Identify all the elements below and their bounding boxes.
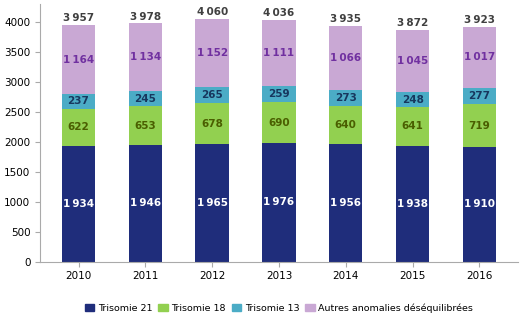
- Text: 1 066: 1 066: [330, 53, 361, 63]
- Bar: [128, 91, 162, 106]
- Text: 1 017: 1 017: [464, 52, 495, 62]
- Text: 1 934: 1 934: [63, 199, 94, 209]
- Text: 622: 622: [68, 122, 89, 132]
- Bar: [262, 86, 295, 102]
- Text: 265: 265: [201, 90, 223, 100]
- Bar: [128, 23, 162, 91]
- Text: 4 060: 4 060: [197, 7, 228, 17]
- Bar: [62, 94, 95, 108]
- Text: 1 111: 1 111: [264, 48, 294, 58]
- Text: 248: 248: [401, 95, 423, 105]
- Bar: [462, 147, 496, 262]
- Text: 719: 719: [469, 121, 490, 131]
- Bar: [128, 106, 162, 145]
- Bar: [262, 20, 295, 86]
- Text: 1 164: 1 164: [63, 55, 94, 64]
- Text: 4 036: 4 036: [264, 8, 294, 18]
- Bar: [329, 26, 362, 90]
- Bar: [262, 143, 295, 262]
- Bar: [462, 27, 496, 88]
- Text: 245: 245: [135, 94, 156, 104]
- Text: 1 946: 1 946: [130, 198, 161, 208]
- Bar: [396, 107, 429, 145]
- Text: 640: 640: [335, 120, 357, 130]
- Text: 1 965: 1 965: [197, 198, 228, 208]
- Text: 653: 653: [135, 121, 156, 130]
- Text: 678: 678: [201, 119, 223, 129]
- Text: 1 910: 1 910: [464, 199, 495, 209]
- Text: 1 152: 1 152: [197, 48, 228, 58]
- Bar: [62, 146, 95, 262]
- Bar: [462, 104, 496, 147]
- Bar: [128, 145, 162, 262]
- Bar: [195, 103, 229, 144]
- Text: 1 045: 1 045: [397, 56, 428, 66]
- Text: 641: 641: [401, 121, 423, 131]
- Bar: [396, 30, 429, 92]
- Bar: [462, 88, 496, 104]
- Text: 1 938: 1 938: [397, 198, 428, 209]
- Bar: [195, 144, 229, 262]
- Bar: [195, 87, 229, 103]
- Bar: [195, 19, 229, 87]
- Text: 3 923: 3 923: [464, 15, 495, 25]
- Text: 690: 690: [268, 118, 290, 128]
- Text: 3 957: 3 957: [63, 13, 94, 23]
- Bar: [329, 145, 362, 262]
- Legend: Trisomie 21, Trisomie 18, Trisomie 13, Autres anomalies déséquilibrées: Trisomie 21, Trisomie 18, Trisomie 13, A…: [81, 300, 477, 317]
- Text: 259: 259: [268, 89, 290, 99]
- Text: 3 872: 3 872: [397, 18, 428, 28]
- Text: 3 978: 3 978: [130, 12, 161, 22]
- Text: 277: 277: [468, 91, 490, 101]
- Text: 1 134: 1 134: [130, 52, 161, 63]
- Text: 1 956: 1 956: [330, 198, 361, 208]
- Bar: [329, 106, 362, 145]
- Bar: [62, 25, 95, 94]
- Text: 273: 273: [335, 93, 357, 103]
- Bar: [396, 92, 429, 107]
- Text: 3 935: 3 935: [330, 14, 361, 24]
- Text: 237: 237: [68, 96, 89, 107]
- Bar: [262, 102, 295, 143]
- Bar: [396, 145, 429, 262]
- Bar: [62, 108, 95, 146]
- Bar: [329, 90, 362, 106]
- Text: 1 976: 1 976: [264, 197, 294, 207]
